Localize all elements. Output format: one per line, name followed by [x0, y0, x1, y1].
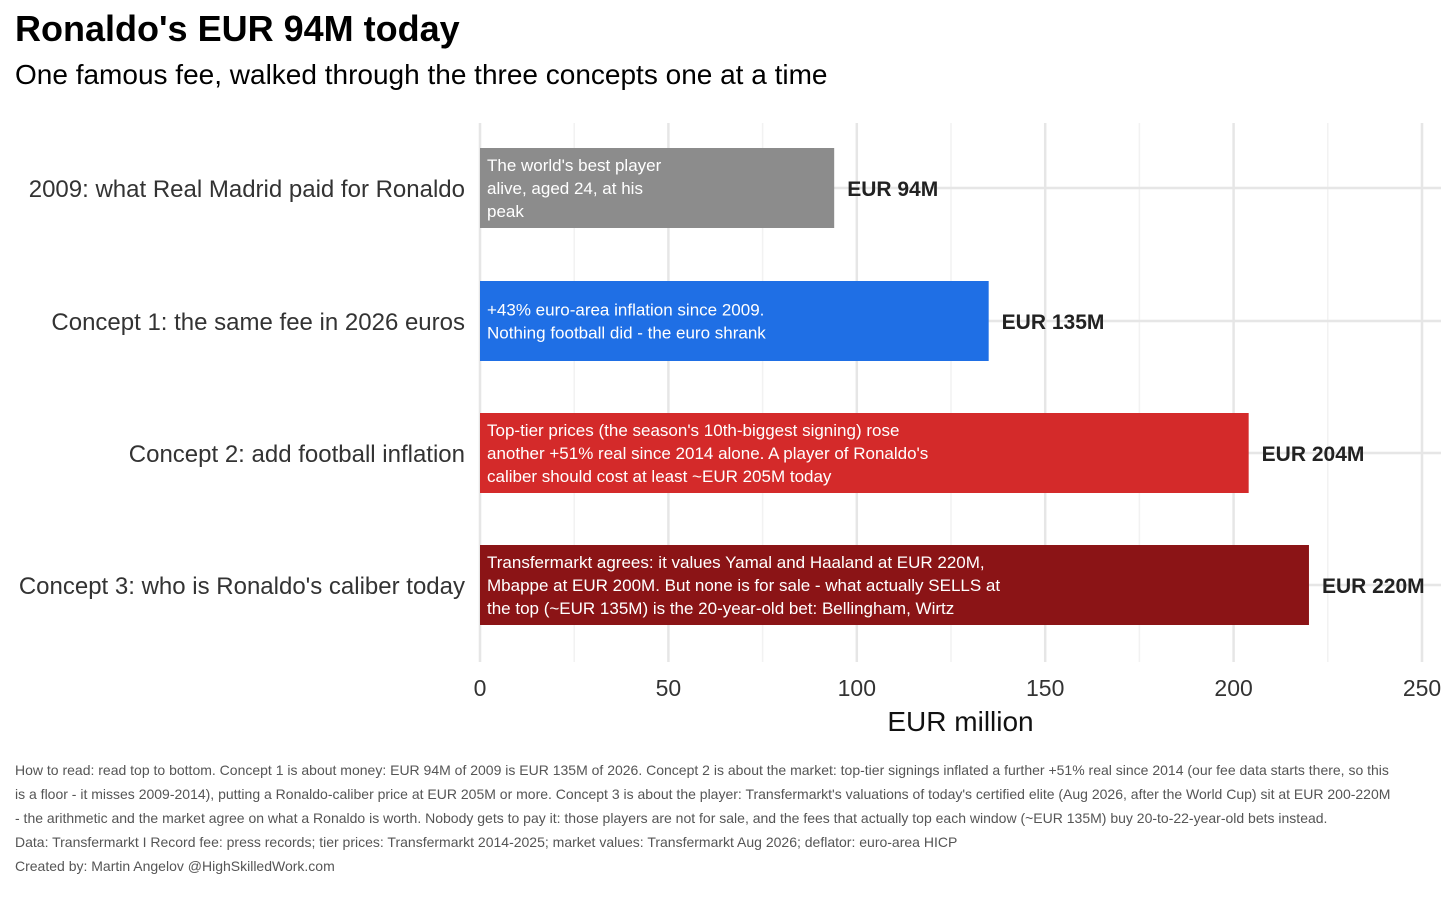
caption-credit: Created by: Martin Angelov @HighSkilledW…: [15, 858, 335, 874]
bar: [480, 281, 989, 361]
category-label: Concept 1: the same fee in 2026 euros: [51, 309, 465, 336]
bar-annotation: alive, aged 24, at his: [487, 179, 643, 198]
x-axis: 0 50 100 150 200 250 EUR million: [474, 675, 1442, 737]
bar-annotation: the top (~EUR 135M) is the 20-year-old b…: [487, 599, 954, 618]
x-tick-label: 200: [1214, 675, 1252, 701]
bar: [480, 413, 1249, 493]
bars: [480, 148, 1309, 625]
x-tick-label: 100: [838, 675, 876, 701]
caption: How to read: read top to bottom. Concept…: [15, 758, 1395, 878]
bar: [480, 545, 1309, 625]
x-tick-label: 150: [1026, 675, 1064, 701]
category-label: 2009: what Real Madrid paid for Ronaldo: [29, 176, 465, 203]
bar-annotation: caliber should cost at least ~EUR 205M t…: [487, 467, 832, 486]
caption-how-to-read: How to read: read top to bottom. Concept…: [15, 762, 1391, 826]
bar-annotation: The world's best player: [487, 156, 662, 175]
bar-annotation: Mbappe at EUR 200M. But none is for sale…: [487, 576, 1000, 595]
x-tick-label: 0: [474, 675, 487, 701]
chart-title: Ronaldo's EUR 94M today: [15, 8, 460, 49]
value-label: EUR 204M: [1262, 443, 1365, 466]
caption-data-source: Data: Transfermarkt I Record fee: press …: [15, 834, 958, 850]
value-label: EUR 220M: [1322, 575, 1425, 598]
bar-chart: 2009: what Real Madrid paid for Ronaldo E…: [19, 123, 1442, 737]
value-label: EUR 94M: [847, 178, 938, 201]
bar-annotation: Transfermarkt agrees: it values Yamal an…: [487, 553, 985, 572]
bar-annotation: Top-tier prices (the season's 10th-bigge…: [487, 421, 899, 440]
x-tick-label: 50: [656, 675, 682, 701]
x-tick-label: 250: [1403, 675, 1441, 701]
category-label: Concept 3: who is Ronaldo's caliber toda…: [19, 573, 465, 600]
category-label: Concept 2: add football inflation: [129, 441, 465, 468]
bar-annotation: Nothing football did - the euro shrank: [487, 324, 766, 343]
value-label: EUR 135M: [1002, 311, 1105, 334]
labels: 2009: what Real Madrid paid for Ronaldo E…: [19, 156, 1425, 618]
x-axis-title: EUR million: [887, 706, 1033, 737]
bar-annotation: +43% euro-area inflation since 2009.: [487, 301, 764, 320]
bar-annotation: peak: [487, 202, 524, 221]
bar-annotation: another +51% real since 2014 alone. A pl…: [487, 444, 928, 463]
bar: [480, 148, 835, 228]
chart-subtitle: One famous fee, walked through the three…: [15, 59, 828, 90]
